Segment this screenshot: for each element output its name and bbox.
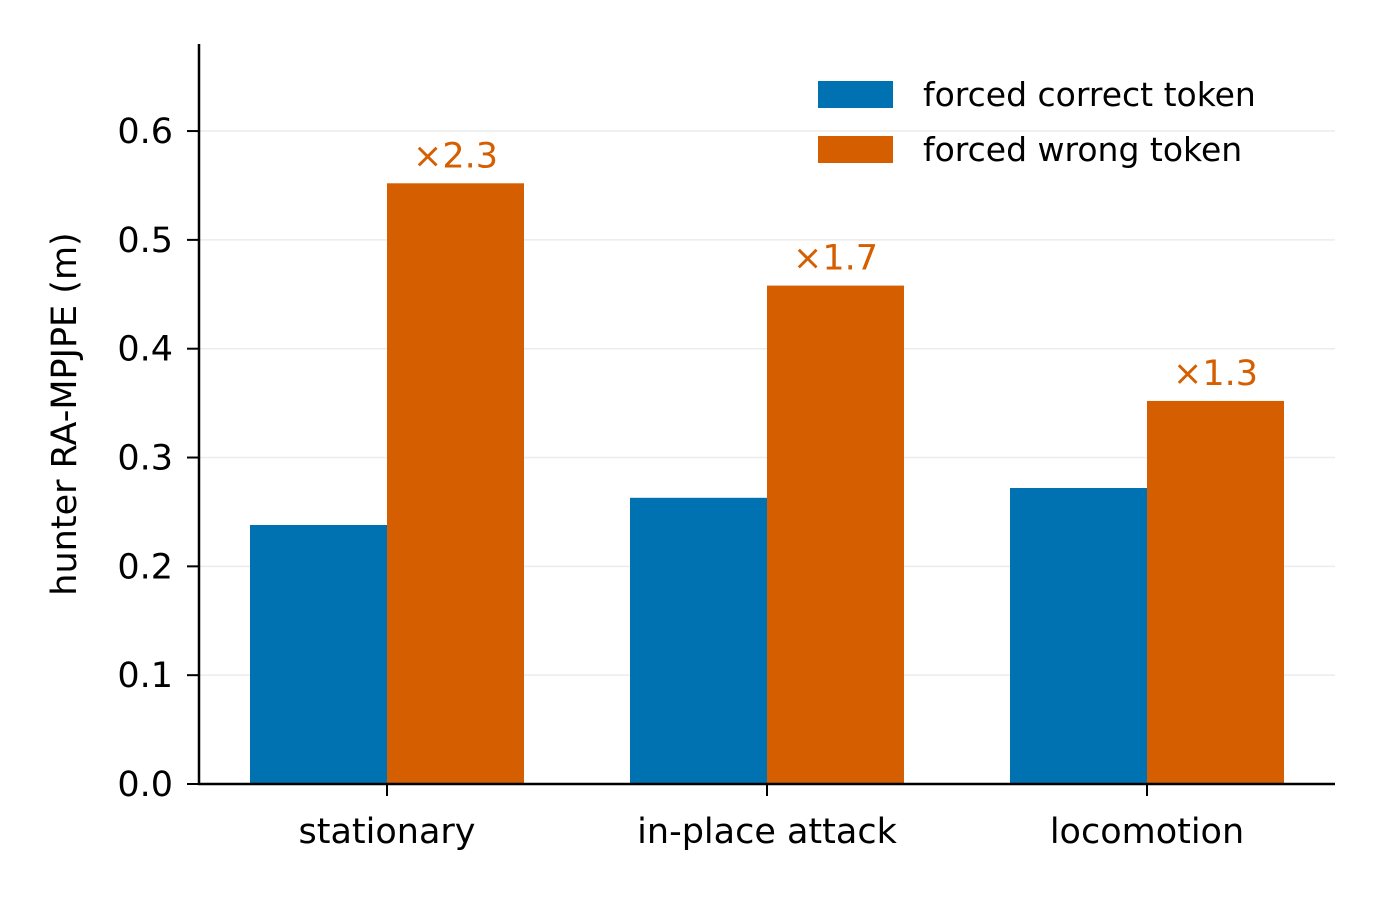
ratio-annotation: ×1.3: [1173, 354, 1258, 394]
y-tick-label: 0.4: [117, 330, 173, 370]
legend-swatch: [818, 136, 893, 163]
bar-wrong: [767, 285, 904, 784]
ratio-annotation: ×2.3: [413, 136, 498, 176]
bars: [250, 183, 1284, 784]
legend-label: forced correct token: [923, 75, 1256, 114]
x-tick-label: locomotion: [1050, 812, 1244, 852]
y-tick-label: 0.2: [117, 547, 173, 587]
x-tick-label: stationary: [299, 812, 476, 852]
bar-wrong: [1147, 400, 1284, 784]
bar-correct: [250, 525, 387, 784]
bar-wrong: [387, 183, 524, 784]
y-tick-label: 0.1: [117, 656, 173, 696]
y-axis-title: hunter RA-MPJPE (m): [45, 232, 85, 595]
y-tick-label: 0.0: [117, 765, 173, 805]
bar-correct: [630, 497, 767, 784]
x-tick-label: in-place attack: [637, 812, 897, 852]
y-tick-label: 0.3: [117, 439, 173, 479]
axes: 0.0 0.1 0.2 0.3 0.4 0.5 0.6 stationary in-place …: [117, 44, 1335, 852]
ratio-annotation: ×1.7: [793, 239, 878, 279]
bar-correct: [1010, 488, 1147, 784]
y-tick-label: 0.5: [117, 221, 173, 261]
bar-annotations: ×2.3 ×1.7 ×1.3: [413, 136, 1258, 394]
legend-swatch: [818, 81, 893, 108]
y-tick-label: 0.6: [117, 112, 173, 152]
legend: forced correct token forced wrong token: [818, 75, 1256, 169]
legend-label: forced wrong token: [923, 130, 1242, 169]
